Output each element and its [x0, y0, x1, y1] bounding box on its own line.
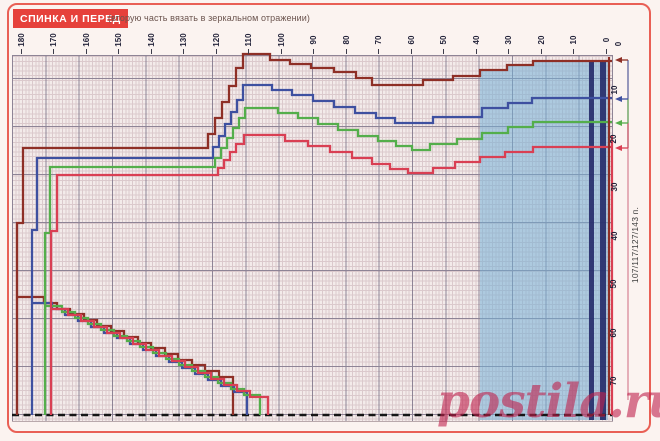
axis-tick-label: 160	[81, 33, 91, 47]
axis-tick-label: 180	[16, 33, 26, 47]
hem-shaping-size-127	[32, 301, 249, 415]
axis-tick-mark	[53, 49, 54, 54]
stitch-count-label: 107/117/127/143 п.	[630, 206, 640, 284]
axis-tick-mark	[216, 49, 217, 54]
axis-tick-mark	[443, 49, 444, 54]
axis-tick-label: 20	[536, 35, 546, 45]
outline-size-107-smallest	[49, 133, 612, 415]
axis-tick-mark	[346, 49, 347, 54]
size-arrow-icon	[615, 96, 622, 102]
shaded-band	[507, 65, 533, 420]
axis-tick-label: 40	[471, 35, 481, 45]
axis-tick-label: 100	[276, 33, 286, 47]
axis-tick-label: 50	[608, 279, 618, 289]
axis-tick-mark	[248, 49, 249, 54]
axis-tick-mark	[281, 49, 282, 54]
outline-size-117	[43, 106, 612, 415]
axis-tick-label: 90	[308, 35, 318, 45]
axis-tick-mark	[86, 49, 87, 54]
axis-tick-label: 170	[48, 33, 58, 47]
axis-tick-mark	[313, 49, 314, 54]
pattern-title: СПИНКА И ПЕРЕД	[20, 12, 121, 25]
axis-tick-mark	[573, 49, 574, 54]
axis-tick-label: 130	[178, 33, 188, 47]
axis-tick-label: 20	[608, 134, 618, 144]
pattern-title-badge: СПИНКА И ПЕРЕД	[13, 9, 128, 28]
hem-shaping-size-117	[45, 304, 262, 415]
size-arrow-icon	[615, 57, 622, 63]
axis-tick-mark	[183, 49, 184, 54]
axis-tick-label: 110	[243, 33, 253, 47]
axis-tick-mark	[118, 49, 119, 54]
watermark-text: postila.ru	[437, 374, 660, 429]
shaded-band	[533, 61, 608, 420]
axis-tick-label: 50	[438, 35, 448, 45]
axis-tick-mark	[476, 49, 477, 54]
axis-tick-mark	[411, 49, 412, 54]
axis-tick-mark	[378, 49, 379, 54]
size-arrow-icon	[615, 145, 622, 151]
axis-tick-label: 140	[146, 33, 156, 47]
axis-tick-label: 30	[609, 182, 619, 192]
marker-bar	[589, 61, 594, 420]
hem-shaping-size-143-largest	[17, 295, 235, 415]
axis-tick-mark	[606, 49, 607, 54]
axis-tick-mark	[21, 49, 22, 54]
hem-shaping-size-107-smallest	[51, 307, 270, 415]
axis-tick-mark	[508, 49, 509, 54]
axis-tick-label: 30	[503, 35, 513, 45]
size-arrow-icon	[615, 120, 622, 126]
axis-tick-mark	[151, 49, 152, 54]
axis-tick-label: 60	[608, 328, 618, 338]
outline-size-143-largest	[15, 52, 612, 415]
axis-tick-label: 40	[609, 231, 619, 241]
pattern-note: (вторую часть вязать в зеркальном отраже…	[108, 13, 311, 23]
shaded-band	[480, 70, 507, 420]
axis-tick-label: 150	[113, 33, 123, 47]
axis-tick-label: 80	[341, 35, 351, 45]
axis-tick-label: 10	[568, 35, 578, 45]
axis-tick-label: 0	[613, 41, 623, 47]
axis-tick-label: 70	[373, 35, 383, 45]
axis-tick-label: 120	[211, 33, 221, 47]
axis-tick-label: 10	[609, 85, 619, 95]
axis-tick-label: 60	[406, 35, 416, 45]
marker-bar	[600, 61, 606, 420]
axis-tick-mark	[541, 49, 542, 54]
outline-size-127	[30, 83, 612, 415]
